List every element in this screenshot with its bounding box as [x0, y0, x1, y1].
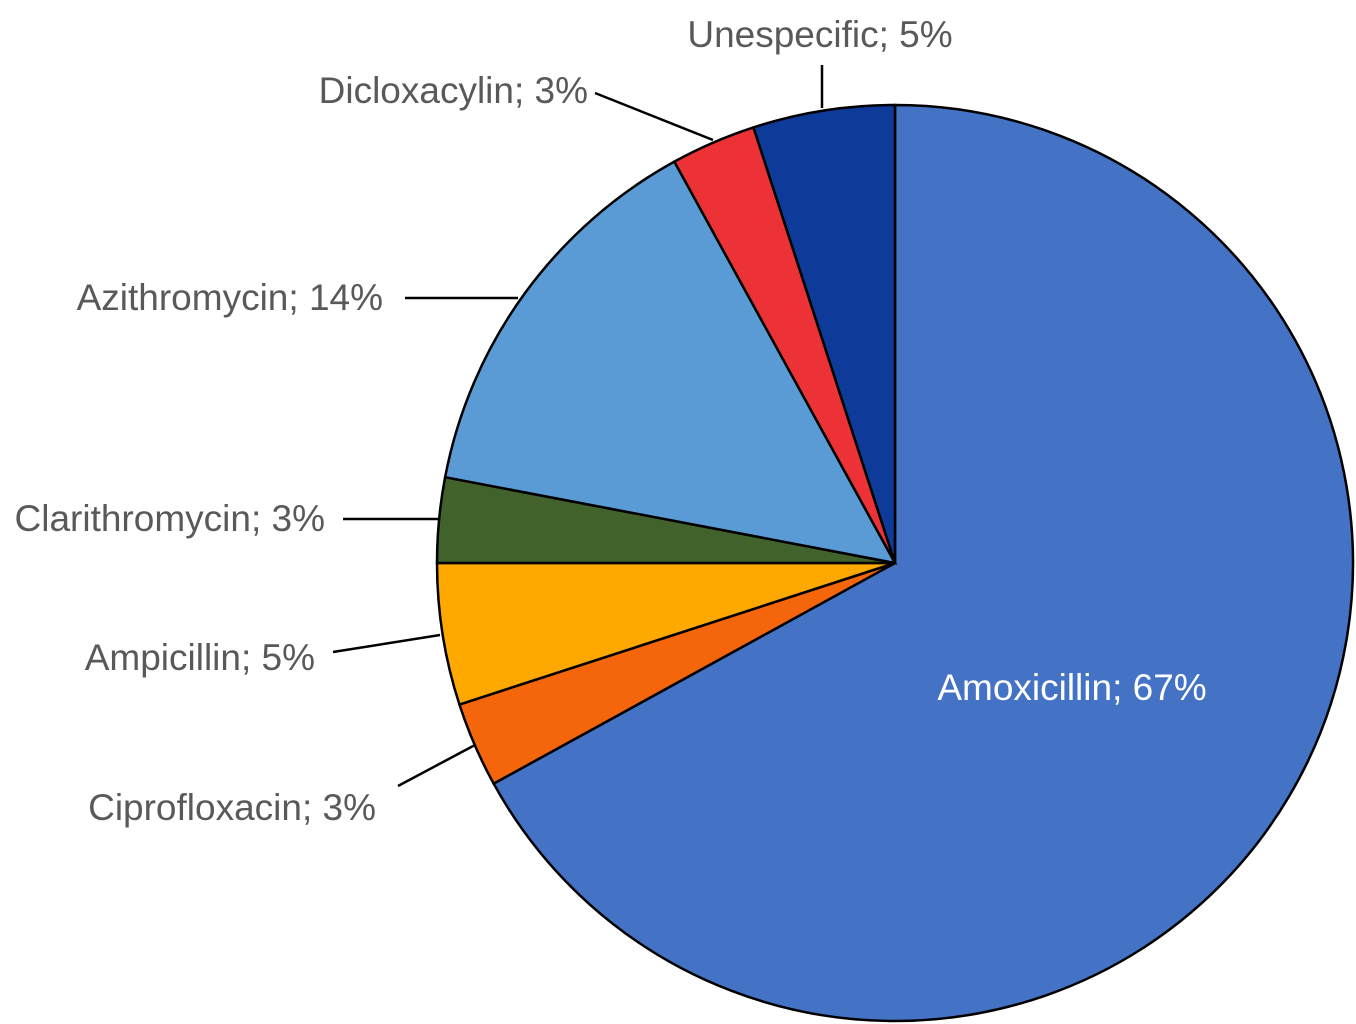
- pie-slice: [751, 103, 897, 564]
- data-label: Azithromycin; 14%: [77, 277, 383, 318]
- data-label: Ciprofloxacin; 3%: [88, 787, 376, 828]
- data-label: Clarithromycin; 3%: [15, 498, 325, 539]
- data-label: Amoxicillin; 67%: [937, 667, 1206, 708]
- pie-slice: [491, 103, 1355, 1023]
- leader-line: [594, 91, 714, 142]
- data-label: Unespecific; 5%: [687, 14, 952, 55]
- data-label: Ampicillin; 5%: [85, 637, 315, 678]
- pie-slice: [435, 561, 896, 707]
- pie-slice: [443, 159, 898, 565]
- data-label: Dicloxacylin; 3%: [319, 70, 588, 111]
- leader-line: [332, 633, 441, 654]
- leader-line: [397, 743, 476, 788]
